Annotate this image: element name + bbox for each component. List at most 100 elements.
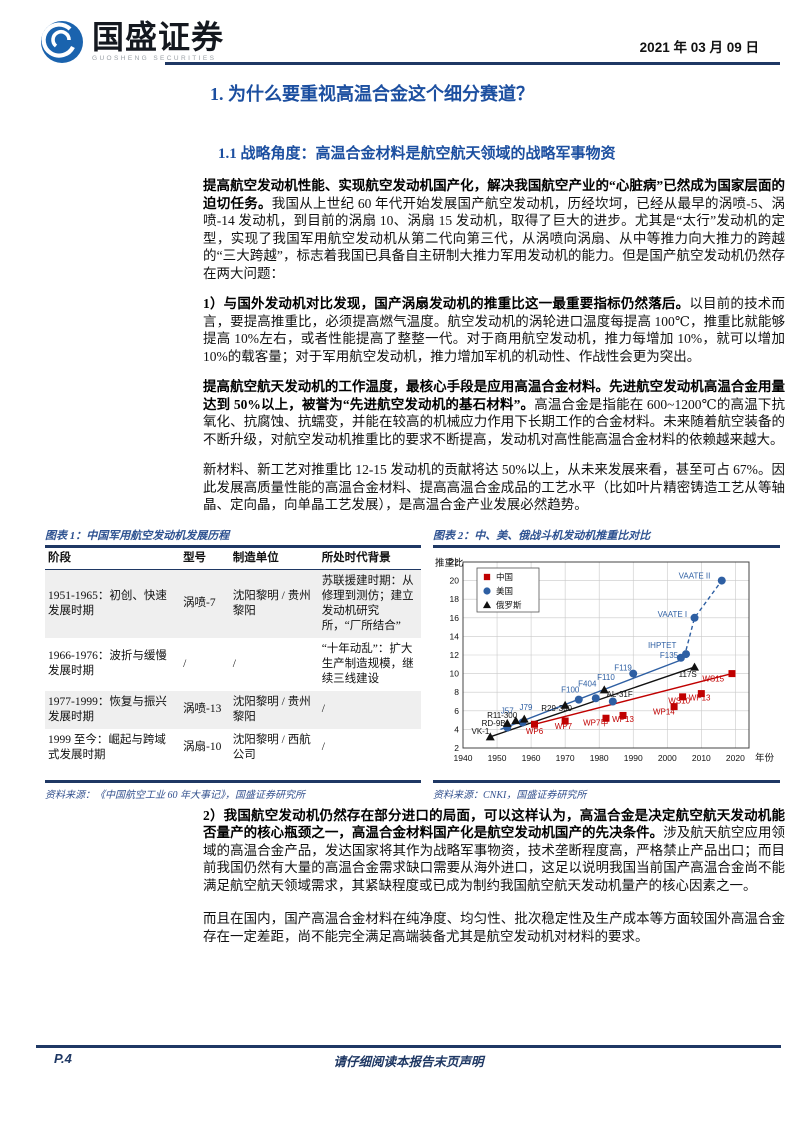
svg-text:14: 14	[450, 631, 460, 641]
svg-text:22: 22	[450, 557, 460, 567]
column-header-background: 所处时代背景	[318, 547, 421, 570]
main-content: 1. 为什么要重视高温合金这个细分赛道？ 1.1 战略角度：高温合金材料是航空航…	[203, 80, 785, 514]
svg-text:2: 2	[454, 743, 459, 753]
svg-text:F100: F100	[561, 685, 580, 694]
svg-text:10: 10	[450, 668, 460, 678]
svg-text:WP14: WP14	[653, 707, 675, 716]
svg-text:R29-300: R29-300	[541, 703, 572, 712]
table-body: 1951-1965：初创、快速发展时期 涡喷-7 沈阳黎明 / 贵州黎阳 苏联援…	[45, 569, 421, 767]
figure-2-source: 资料来源：CNKI，国盛证券研究所	[433, 789, 587, 801]
table-cell-stage: 1966-1976：波折与缓慢发展时期	[48, 650, 167, 677]
svg-text:WS15: WS15	[702, 674, 724, 683]
svg-text:2020: 2020	[726, 753, 745, 763]
svg-text:18: 18	[450, 594, 460, 604]
table-cell-stage: 1951-1965：初创、快速发展时期	[48, 589, 167, 617]
svg-text:1950: 1950	[488, 753, 507, 763]
paragraph-6: 而且在国内，国产高温合金材料在纯净度、均匀性、批次稳定性及生产成本等方面较国外高…	[203, 910, 785, 945]
figure-1-top-rule	[45, 544, 421, 548]
brand-text-block: 国盛证券 GUOSHENG SECURITIES	[92, 20, 224, 62]
svg-text:VAATE II: VAATE II	[679, 571, 711, 580]
table-row: 1977-1999：恢复与振兴发展时期 涡喷-13 沈阳黎明 / 贵州黎阳 /	[45, 690, 421, 729]
svg-text:1940: 1940	[454, 753, 473, 763]
table-cell-background: 苏联援建时期：从修理到测仿；建立发动机研究所，“厂所结合”	[321, 574, 414, 632]
paragraph-1-body: 我国从上世纪 60 年代开始发展国产航空发动机，历经坎坷，已经从最早的涡喷-5、…	[203, 195, 785, 281]
column-header-maker: 制造单位	[229, 547, 319, 570]
table-cell-background: /	[321, 741, 325, 753]
svg-text:俄罗斯: 俄罗斯	[496, 600, 522, 610]
table-cell-stage: 1977-1999：恢复与振兴发展时期	[48, 695, 167, 723]
brand-name: 国盛证券	[92, 19, 225, 55]
report-date: 2021 年 03 月 09 日	[639, 40, 759, 55]
svg-text:117S: 117S	[679, 669, 697, 678]
table-cell-model: /	[183, 657, 187, 670]
table-cell-maker: 沈阳黎明 / 西航公司	[232, 733, 311, 761]
svg-text:IHPTET: IHPTET	[648, 641, 677, 650]
paragraph-2-lead: 1）与国外发动机对比发现，国产涡扇发动机的推重比这一最重要指标仍然落后。	[203, 296, 690, 311]
guosheng-logo-icon	[41, 21, 83, 63]
table-cell-model: 涡喷-7	[183, 597, 216, 609]
svg-text:年份: 年份	[755, 752, 775, 764]
report-header: 国盛证券 GUOSHENG SECURITIES 2021 年 03 月 09 …	[0, 0, 793, 66]
figure-1: 图表 1：中国军用航空发动机发展历程 阶段 型号 制造单位 所处时代背景	[45, 527, 421, 801]
table-cell-stage: 1999 至今：崛起与跨域式发展时期	[48, 733, 166, 761]
paragraph-4: 新材料、新工艺对推重比 12-15 发动机的贡献将达 50%以上，从未来发展来看…	[203, 461, 785, 514]
table-cell-maker: /	[232, 657, 236, 670]
svg-text:F135: F135	[660, 650, 679, 659]
svg-text:J79: J79	[520, 702, 533, 711]
svg-text:AL-31F: AL-31F	[607, 689, 633, 698]
paragraph-5-lead: 2）我国航空发动机仍然存在部分进口的局面，可以这样认为，高温合金是决定航空航天发…	[203, 807, 785, 841]
table-cell-maker: 沈阳黎明 / 贵州黎阳	[232, 695, 311, 723]
footer-inner: P.4 请仔细阅读本报告末页声明	[36, 1048, 781, 1070]
svg-text:RD-9B: RD-9B	[482, 719, 506, 728]
svg-text:中国: 中国	[496, 572, 513, 582]
svg-text:8: 8	[454, 687, 459, 697]
svg-text:J57: J57	[501, 706, 514, 715]
table-cell-maker: 沈阳黎明 / 贵州黎阳	[232, 589, 311, 617]
table-cell-model: 涡扇-10	[183, 741, 222, 753]
paragraph-5-body: 涉及航天航空应用领域的高温合金产品，发达国家将其作为战略军事物资，技术垄断程度高…	[203, 825, 786, 893]
paragraph-3-lead: 提高航空航天发动机的工作温度，最核心手段是应用高温合金材料。先进航空发动机高温合…	[203, 379, 785, 412]
svg-text:1970: 1970	[556, 753, 575, 763]
svg-text:1980: 1980	[590, 753, 609, 763]
svg-text:WP7: WP7	[555, 721, 573, 730]
svg-text:F110: F110	[597, 673, 615, 682]
svg-text:WS10: WS10	[668, 696, 690, 705]
figures-row: 图表 1：中国军用航空发动机发展历程 阶段 型号 制造单位 所处时代背景	[45, 527, 780, 801]
svg-text:1960: 1960	[522, 753, 541, 763]
svg-text:2000: 2000	[658, 753, 677, 763]
figure2-chart: 1940 1950 1960 1970 1980 1990 2000 2010 20202468…	[435, 557, 775, 764]
svg-text:WP6: WP6	[526, 727, 544, 736]
svg-text:20: 20	[450, 575, 460, 585]
subsection-title: 1.1 战略角度：高温合金材料是航空航天领域的战略军事物资	[218, 146, 616, 162]
svg-text:F119: F119	[614, 663, 632, 672]
figure-2: 图表 2：中、美、俄战斗机发动机推重比对比 1940 1950 1960 1970 19…	[433, 527, 780, 801]
figure-1-caption: 图表 1：中国军用航空发动机发展历程	[45, 529, 230, 542]
table-header-row: 阶段 型号 制造单位 所处时代背景	[45, 547, 421, 570]
svg-text:4: 4	[454, 724, 459, 734]
header-divider	[165, 62, 780, 65]
figure-2-content: 1940 1950 1960 1970 1980 1990 2000 2010 2020 2 4 6 8…	[433, 548, 780, 778]
svg-text:WP7甲: WP7甲	[583, 718, 608, 727]
svg-text:2010: 2010	[692, 753, 711, 763]
paragraph-2: 1）与国外发动机对比发现，国产涡扇发动机的推重比这一最重要指标仍然落后。以目前的…	[203, 295, 785, 365]
main-content-lower: 2）我国航空发动机仍然存在部分进口的局面，可以这样认为，高温合金是决定航空航天发…	[203, 807, 785, 946]
svg-text:1990: 1990	[624, 753, 643, 763]
figure-1-content: 阶段 型号 制造单位 所处时代背景 1951-1965：初创、快速发展时期 涡喷…	[45, 547, 421, 778]
svg-text:12: 12	[450, 650, 460, 660]
figure-2-caption: 图表 2：中、美、俄战斗机发动机推重比对比	[433, 529, 651, 542]
page-number: P.4	[54, 1051, 72, 1066]
figure-2-top-rule	[433, 544, 780, 548]
column-header-model: 型号	[180, 547, 230, 570]
table-row: 1966-1976：波折与缓慢发展时期 / / “十年动乱”：扩大生产制造规模，…	[45, 638, 421, 691]
table-row: 1999 至今：崛起与跨域式发展时期 涡扇-10 沈阳黎明 / 西航公司 /	[45, 729, 421, 767]
column-header-stage: 阶段	[45, 547, 181, 570]
svg-text:WP13: WP13	[612, 714, 634, 723]
table-cell-background: “十年动乱”：扩大生产制造规模，继续三线建设	[321, 642, 414, 685]
table-cell-model: 涡喷-13	[183, 703, 222, 715]
section-title: 1. 为什么要重视高温合金这个细分赛道？	[210, 84, 534, 104]
svg-text:R11-300: R11-300	[487, 710, 518, 719]
paragraph-4-body: 新材料、新工艺对推重比 12-15 发动机的贡献将达 50%以上，从未来发展来看…	[203, 462, 785, 512]
paragraph-6-body: 而且在国内，国产高温合金材料在纯净度、均匀性、批次稳定性及生产成本等方面较国外高…	[203, 911, 785, 944]
table-head: 阶段 型号 制造单位 所处时代背景	[45, 547, 421, 570]
